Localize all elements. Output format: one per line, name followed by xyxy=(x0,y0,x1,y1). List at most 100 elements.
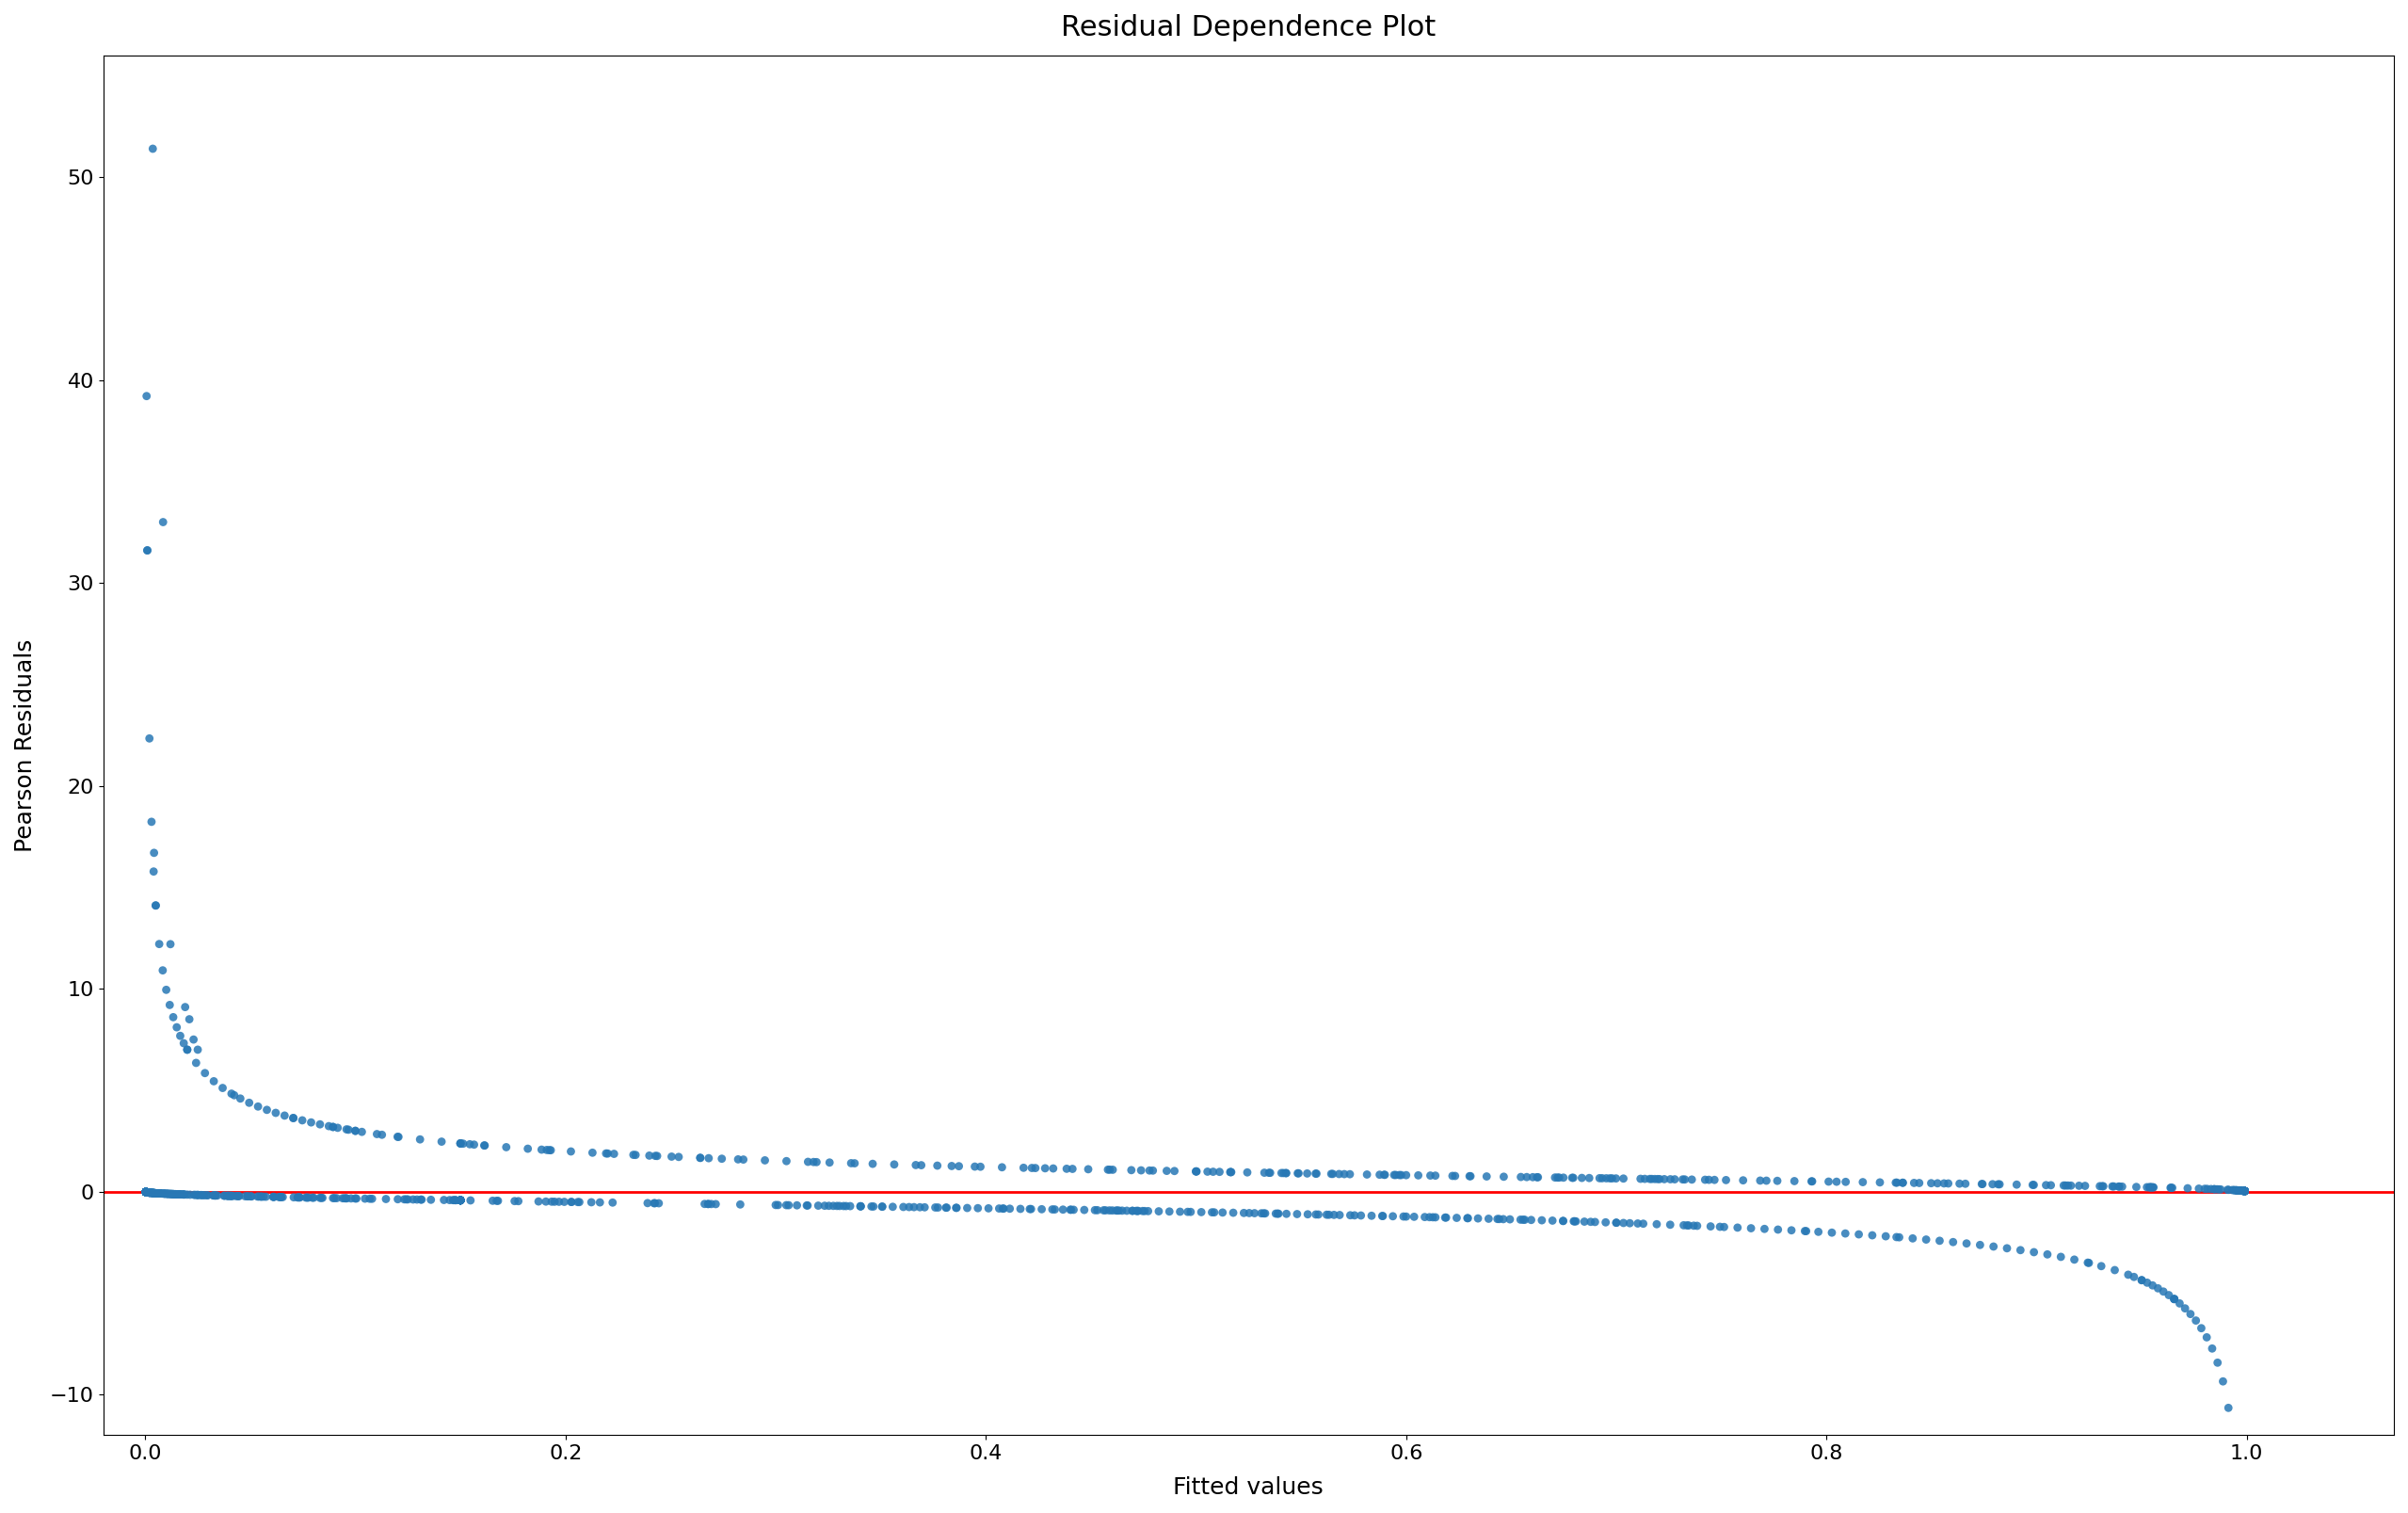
Point xyxy=(128,1180,166,1204)
Point xyxy=(1960,1233,1999,1257)
Point xyxy=(178,1183,217,1207)
Point xyxy=(681,1145,720,1170)
Point xyxy=(2066,1174,2105,1198)
Point xyxy=(128,1180,166,1204)
Point xyxy=(327,1117,366,1141)
Point xyxy=(479,1189,518,1213)
Point xyxy=(128,1180,166,1204)
Point xyxy=(144,510,183,534)
Point xyxy=(2213,1179,2251,1203)
Point xyxy=(128,1180,166,1204)
Point xyxy=(128,1180,166,1204)
Point xyxy=(128,1180,166,1204)
Point xyxy=(573,1141,612,1165)
Point xyxy=(128,1180,166,1204)
Point xyxy=(157,1182,195,1206)
Point xyxy=(1035,1197,1074,1221)
Point xyxy=(183,1183,222,1207)
Point xyxy=(2208,1177,2247,1201)
Point xyxy=(128,1180,166,1204)
Point xyxy=(2143,1280,2182,1304)
Point xyxy=(1963,1173,2001,1197)
Point xyxy=(905,1195,944,1219)
Point xyxy=(195,1183,234,1207)
Point xyxy=(140,932,178,956)
Point xyxy=(315,1186,354,1210)
Point xyxy=(920,1195,958,1219)
Point xyxy=(1512,1207,1551,1232)
Point xyxy=(1483,1207,1522,1232)
Point xyxy=(1182,1200,1221,1224)
Point xyxy=(128,1180,166,1204)
Point xyxy=(212,1183,250,1207)
Point xyxy=(1597,1167,1635,1191)
Point xyxy=(128,1180,166,1204)
Point xyxy=(1979,1173,2018,1197)
Point xyxy=(768,1148,807,1173)
Point xyxy=(2218,1179,2256,1203)
Point xyxy=(313,1186,352,1210)
Point xyxy=(1505,1207,1544,1232)
Point xyxy=(1625,1167,1664,1191)
Point xyxy=(128,1180,166,1204)
Point xyxy=(318,1186,356,1210)
Point xyxy=(2211,1177,2249,1201)
Point xyxy=(855,1194,893,1218)
Point xyxy=(128,1180,166,1204)
Point xyxy=(128,1180,166,1204)
Point xyxy=(990,1197,1028,1221)
Point xyxy=(1069,1157,1108,1182)
Point xyxy=(1825,1221,1864,1245)
Point xyxy=(154,1182,193,1206)
Point xyxy=(1700,1215,1739,1239)
Point xyxy=(159,1182,197,1206)
Point xyxy=(958,1197,997,1221)
Point xyxy=(128,539,166,563)
Point xyxy=(130,1180,169,1204)
Point xyxy=(313,1115,352,1139)
Point xyxy=(527,1138,566,1162)
Point xyxy=(132,809,171,834)
Point xyxy=(1108,1198,1146,1223)
Point xyxy=(840,1194,879,1218)
Point xyxy=(241,1185,279,1209)
Point xyxy=(130,1180,169,1204)
Point xyxy=(1178,1159,1216,1183)
Point xyxy=(2215,1179,2254,1203)
Point xyxy=(2225,1179,2264,1203)
Point xyxy=(1481,1207,1519,1232)
Point xyxy=(1298,1162,1336,1186)
Point xyxy=(128,1180,166,1204)
Point xyxy=(1972,1173,2011,1197)
Point xyxy=(188,1183,226,1207)
Point xyxy=(1250,1160,1288,1185)
Point xyxy=(128,1180,166,1204)
Point xyxy=(720,1147,759,1171)
Point xyxy=(1134,1159,1173,1183)
Point xyxy=(1881,1226,1919,1250)
Point xyxy=(2081,1174,2119,1198)
Point xyxy=(1907,1227,1946,1251)
Point xyxy=(1975,1235,2013,1259)
Point xyxy=(128,1180,166,1204)
Point xyxy=(588,1141,626,1165)
Point xyxy=(149,1182,188,1206)
Point xyxy=(2220,1179,2259,1203)
Point xyxy=(2186,1325,2225,1350)
Point xyxy=(2223,1179,2261,1203)
Point xyxy=(901,1195,939,1219)
Point xyxy=(1230,1201,1269,1226)
Point xyxy=(169,1183,207,1207)
Point xyxy=(301,1112,340,1136)
Point xyxy=(2131,1176,2170,1200)
Point xyxy=(128,1180,166,1204)
Point xyxy=(284,1108,323,1132)
Point xyxy=(1948,1232,1987,1256)
Point xyxy=(441,1188,479,1212)
Point xyxy=(1320,1203,1358,1227)
Point xyxy=(1267,1201,1305,1226)
Point xyxy=(1604,1210,1642,1235)
Point xyxy=(1544,1209,1582,1233)
Point xyxy=(824,1194,862,1218)
Point xyxy=(258,1101,296,1126)
